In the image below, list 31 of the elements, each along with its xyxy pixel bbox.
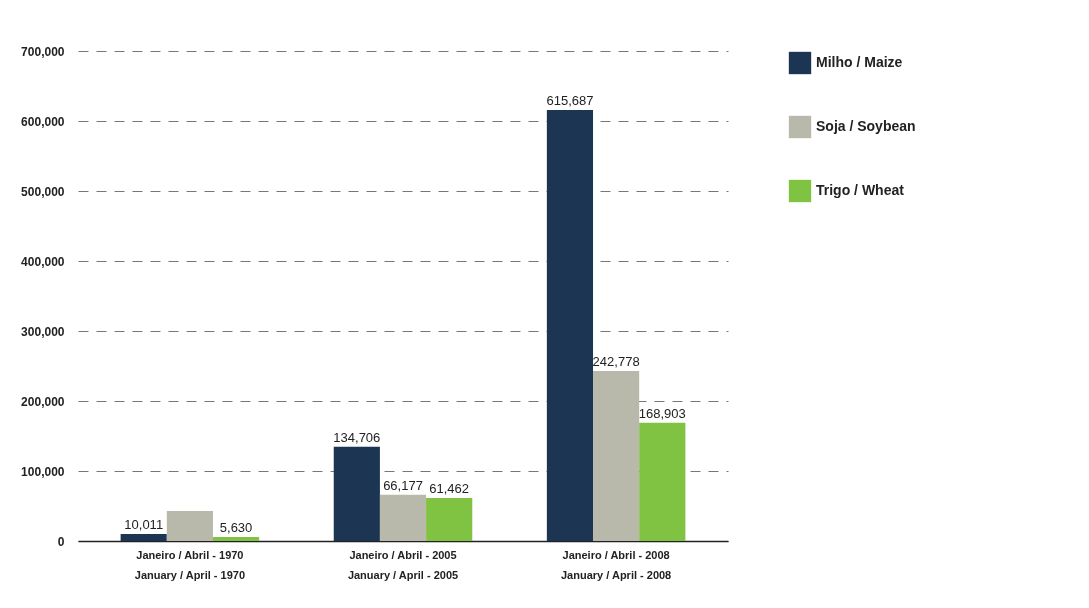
y-tick-label: 100,000 [21,464,65,479]
y-tick-label: 0 [57,534,65,549]
data-label: 615,687 [546,93,594,109]
data-label: 66,177 [383,477,423,493]
bar [120,533,167,541]
bar [426,497,473,541]
bar [593,371,640,541]
y-tick-label: 500,000 [21,184,65,199]
legend-label: Trigo / Wheat [816,182,905,198]
legend-label: Milho / Maize [816,54,903,70]
y-tick-label: 200,000 [21,394,65,409]
bar [166,510,213,541]
legend-label: Soja / Soybean [816,118,916,134]
data-label: 242,778 [592,354,640,370]
data-label: 5,630 [219,520,253,536]
bar [639,422,686,541]
y-tick-label: 700,000 [21,44,65,59]
data-label: 61,462 [429,480,470,496]
bar [379,494,427,541]
data-label: 134,706 [333,429,381,445]
x-tick-label: Janeiro / Abril - 2008 January / April - 2008 [560,548,672,581]
bar [333,446,380,541]
y-tick-label: 600,000 [21,114,65,129]
y-tick-label: 300,000 [21,324,65,339]
data-label: 10,011 [124,516,164,532]
bar [546,110,594,541]
y-tick-label: 400,000 [21,254,65,269]
data-label: 168,903 [638,405,686,421]
x-tick-label: Janeiro / Abril - 1970 January / April - 1970 [134,548,246,581]
x-tick-label: Janeiro / Abril - 2005 January / April - 2005 [347,548,459,581]
bar [212,537,260,541]
